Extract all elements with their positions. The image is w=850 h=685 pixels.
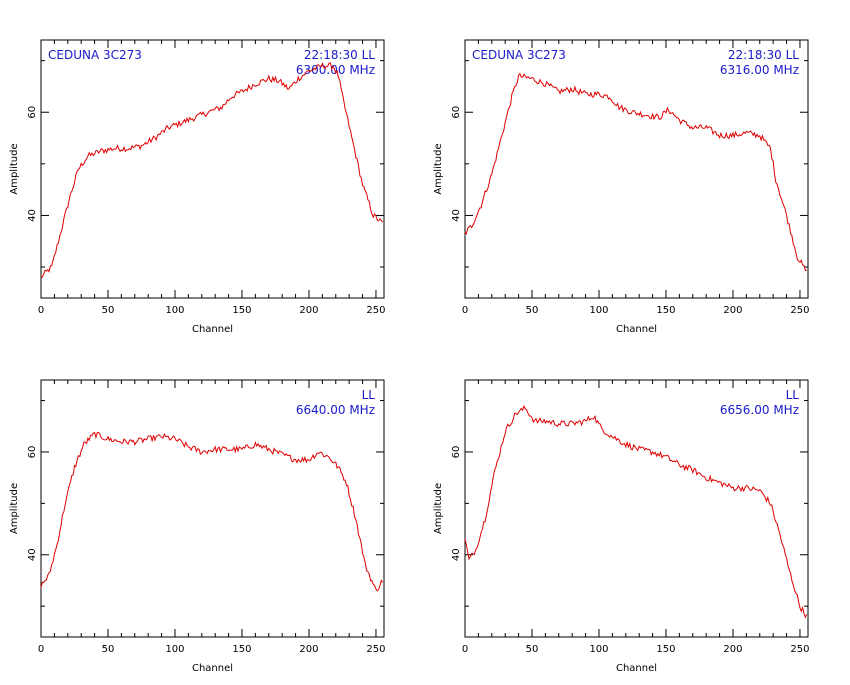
y-axis-label: Amplitude	[9, 143, 20, 194]
x-tick-label: 100	[589, 305, 608, 316]
x-tick-label: 250	[790, 305, 809, 316]
x-tick-label: 200	[299, 644, 318, 655]
frequency-label: 6300.00 MHz	[296, 63, 375, 77]
y-tick-label: 60	[27, 446, 38, 459]
x-tick-label: 150	[656, 644, 675, 655]
spectrum-panel-2: 0 50 100 150 200 250 40 60 Channel Amplitude CEDUN…	[433, 39, 810, 335]
x-tick-label: 50	[102, 305, 115, 316]
time-pol-label: 22:18:30 LL	[728, 48, 799, 62]
frequency-label: 6640.00 MHz	[296, 403, 375, 417]
y-tick-label: 40	[451, 548, 462, 561]
x-tick-label: 250	[366, 305, 385, 316]
y-tick-label: 40	[27, 548, 38, 561]
amplitude-series-line	[464, 404, 808, 619]
x-tick-label: 250	[366, 644, 385, 655]
y-tick-label: 60	[27, 106, 38, 119]
plot-frame	[464, 39, 809, 299]
y-axis-label: Amplitude	[433, 483, 444, 534]
x-tick-label: 200	[723, 644, 742, 655]
y-axis-label: Amplitude	[9, 483, 20, 534]
time-pol-label: 22:18:30 LL	[304, 48, 375, 62]
x-tick-label: 100	[165, 305, 184, 316]
y-tick-label: 60	[451, 106, 462, 119]
amplitude-series-line	[40, 431, 384, 592]
spectrum-panel-4: 0 50 100 150 200 250 40 60 Channel Amplitude LL665…	[433, 379, 810, 674]
y-axis-label: Amplitude	[433, 143, 444, 194]
amplitude-series-line	[464, 72, 807, 272]
amplitude-series-line	[40, 61, 384, 279]
y-tick-label: 40	[451, 209, 462, 222]
x-tick-label: 0	[462, 305, 468, 316]
time-pol-label: LL	[362, 388, 376, 402]
x-tick-label: 250	[790, 644, 809, 655]
spectrum-panel-1: 0 50 100 150 200 250 40 60 Channel Amplitude CEDUN…	[9, 39, 386, 335]
x-axis-label: Channel	[616, 663, 657, 674]
x-tick-label: 0	[462, 644, 468, 655]
y-tick-label: 40	[27, 209, 38, 222]
x-tick-label: 100	[589, 644, 608, 655]
x-axis-label: Channel	[192, 324, 233, 335]
x-axis-label: Channel	[192, 663, 233, 674]
x-axis-label: Channel	[616, 324, 657, 335]
x-tick-label: 50	[102, 644, 115, 655]
x-tick-label: 200	[299, 305, 318, 316]
plot-frame	[464, 379, 809, 638]
x-tick-label: 100	[165, 644, 184, 655]
spectrum-panel-3: 0 50 100 150 200 250 40 60 Channel Amplitude LL664…	[9, 379, 386, 674]
frequency-label: 6316.00 MHz	[720, 63, 799, 77]
x-tick-label: 150	[232, 305, 251, 316]
x-tick-label: 150	[656, 305, 675, 316]
x-tick-label: 50	[526, 644, 539, 655]
x-tick-label: 0	[38, 305, 44, 316]
x-tick-label: 50	[526, 305, 539, 316]
time-pol-label: LL	[786, 388, 800, 402]
plot-frame	[40, 379, 385, 638]
y-tick-label: 60	[451, 446, 462, 459]
source-label: CEDUNA 3C273	[48, 48, 142, 62]
x-tick-label: 200	[723, 305, 742, 316]
source-label: CEDUNA 3C273	[472, 48, 566, 62]
x-tick-label: 150	[232, 644, 251, 655]
x-tick-label: 0	[38, 644, 44, 655]
frequency-label: 6656.00 MHz	[720, 403, 799, 417]
plot-frame	[40, 39, 385, 299]
